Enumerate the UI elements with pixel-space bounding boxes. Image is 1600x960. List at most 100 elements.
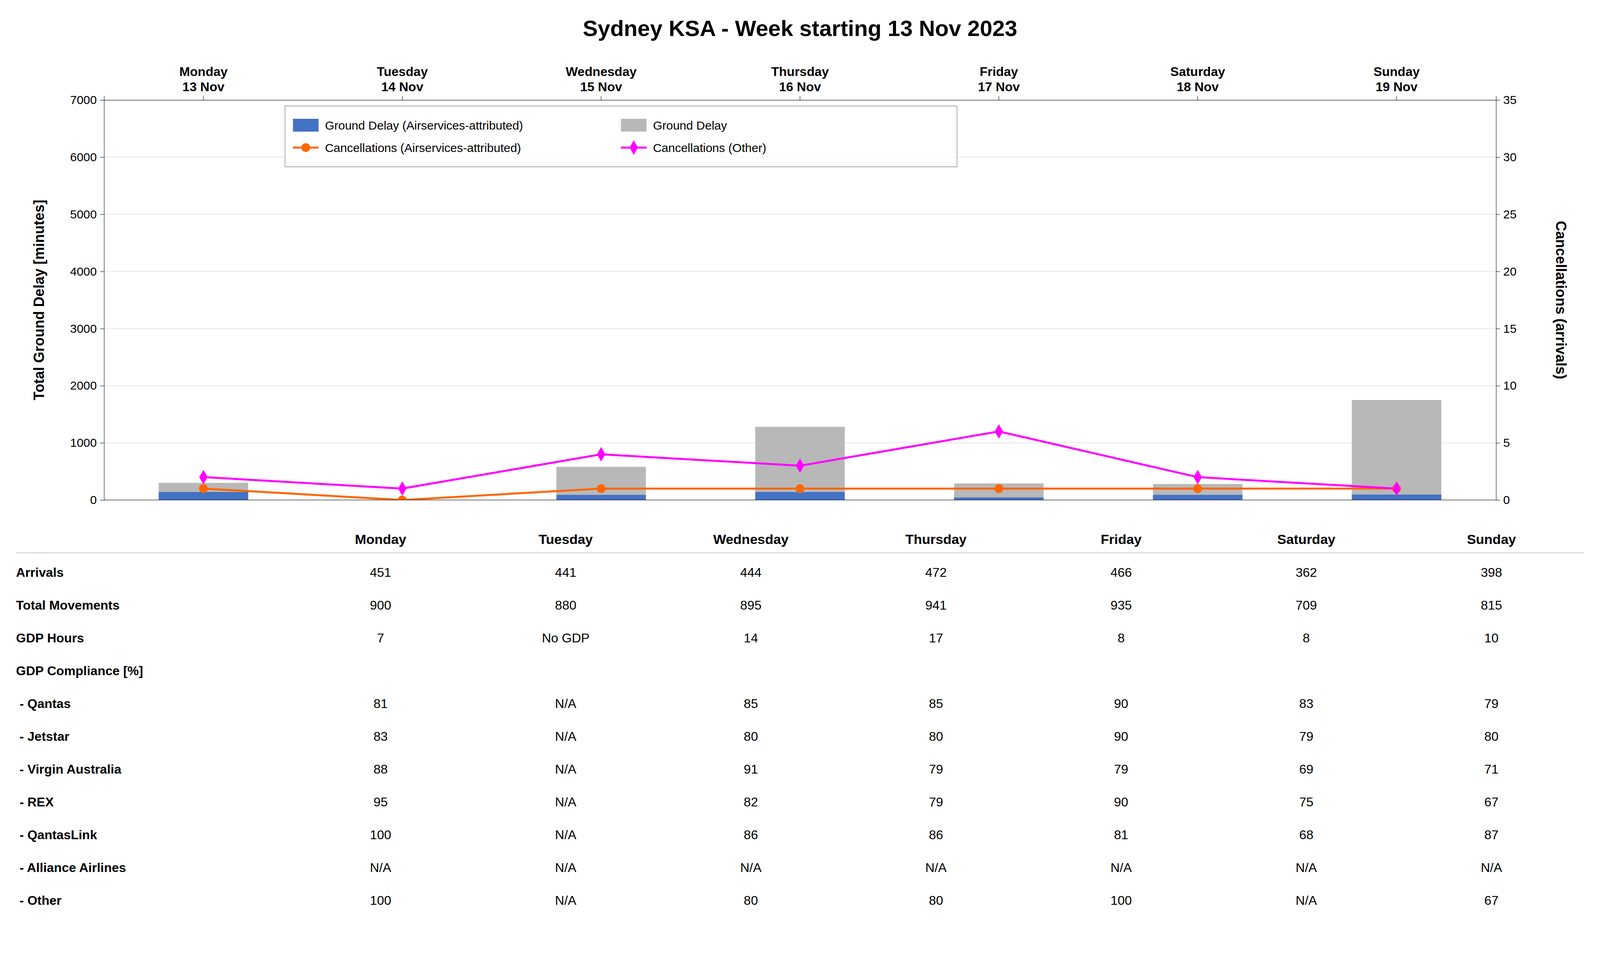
table-cell: GDP Hours (16, 630, 84, 646)
tick-label: Tuesday14 Nov (376, 64, 428, 94)
marker (1193, 470, 1202, 485)
table-cell: 90 (1114, 794, 1129, 810)
tick-mark (1496, 100, 1500, 101)
table-cell: 91 (743, 762, 758, 777)
grid (104, 100, 1496, 500)
tick-label: 25 (1503, 207, 1517, 221)
tick-mark (1496, 271, 1500, 272)
table-cell: 14 (743, 630, 758, 646)
tick-label: Monday13 Nov (179, 64, 228, 94)
grid-line (104, 385, 1496, 387)
table-cell: 10 (1484, 630, 1499, 646)
table-cell: 83 (373, 729, 388, 744)
tick: Saturday18 Nov (1170, 64, 1226, 100)
tick: 25 (1496, 207, 1517, 221)
tick: 3000 (70, 322, 104, 336)
plot-frame (104, 500, 1496, 501)
grid-line (104, 214, 1496, 215)
tick-mark (203, 96, 204, 100)
marker (795, 484, 805, 493)
tick-label: 4000 (70, 264, 97, 278)
tick-mark (100, 500, 104, 501)
bar (954, 483, 1044, 500)
tick-label: 15 (1503, 322, 1517, 336)
table-cell: N/A (370, 860, 392, 875)
table-cell: N/A (555, 794, 577, 810)
table-cell: N/A (555, 729, 577, 744)
table-cell: 80 (928, 729, 944, 744)
table-cell: No GDP (542, 630, 590, 646)
tick-mark (100, 442, 104, 444)
table-cell: 880 (555, 598, 577, 613)
tick-mark (1496, 214, 1500, 215)
table-cell: Arrivals (16, 565, 64, 580)
tick: 5 (1496, 436, 1510, 450)
tick: Monday13 Nov (179, 64, 228, 100)
table-cell: 100 (1110, 893, 1132, 908)
legend-item: Ground Delay (Airservices-attributed) (292, 118, 523, 132)
tick: Wednesday15 Nov (565, 64, 637, 100)
tick: 0 (90, 493, 104, 507)
tick: 4000 (70, 264, 104, 278)
table-cell: N/A (925, 860, 947, 875)
tick: Sunday19 Nov (1373, 64, 1420, 100)
axis-line (1496, 100, 1501, 501)
title: Sydney KSA - Week starting 13 Nov 2023 (582, 15, 1018, 41)
table-cell: 815 (1480, 598, 1502, 613)
tick: 10 (1496, 378, 1517, 392)
marker (398, 495, 407, 500)
table-cell: 85 (743, 696, 758, 711)
tick-label: Thursday16 Nov (771, 64, 829, 94)
bar (1152, 494, 1243, 500)
table-cell: 68 (1299, 827, 1314, 842)
table-cell: 86 (928, 827, 944, 842)
table-cell: GDP Compliance [%] (16, 663, 144, 678)
tick-label: 5000 (70, 207, 97, 221)
legend-item: Cancellations (Airservices-attributed) (292, 141, 521, 155)
tick: 0 (1496, 493, 1510, 507)
bar (158, 482, 249, 500)
table-cell: - REX (16, 794, 54, 810)
tick-mark (1496, 385, 1500, 386)
table-cell: N/A (1295, 860, 1318, 875)
legend-marker (629, 140, 638, 155)
table-cell: 88 (373, 762, 388, 777)
table-rule (16, 552, 1584, 554)
table-cell: 81 (373, 696, 388, 711)
plot-area (158, 400, 1442, 500)
table-cell: 451 (370, 565, 392, 580)
table-cell: - Other (16, 893, 62, 908)
legend-label: Cancellations (Other) (652, 141, 766, 155)
line-series (199, 424, 1401, 496)
bar (1152, 484, 1243, 500)
tick-mark (100, 157, 104, 158)
tick-mark (100, 385, 104, 386)
table-cell: 81 (1114, 827, 1129, 842)
table-cell: 362 (1295, 565, 1317, 580)
table-cell: 398 (1480, 565, 1502, 580)
marker (1193, 484, 1202, 493)
tick-label: Sunday19 Nov (1373, 64, 1420, 94)
marker (994, 424, 1004, 439)
tick-mark (100, 328, 104, 329)
table-cell: 79 (1299, 729, 1314, 744)
table-cell: 80 (1484, 729, 1499, 744)
table-cell: 441 (555, 565, 577, 580)
table-cell: 17 (928, 630, 944, 646)
table-cell: N/A (555, 696, 577, 711)
tick: 20 (1496, 264, 1517, 278)
table-cell: 7 (377, 630, 385, 646)
marker (1392, 481, 1401, 496)
tick-mark (800, 96, 801, 100)
axis: Monday13 Nov Tuesday14 Nov Wednesday15 Nov… (104, 64, 1497, 101)
tick: Thursday16 Nov (771, 64, 829, 100)
legend-marker (301, 143, 310, 152)
table-cell: - QantasLink (16, 827, 98, 842)
table-cell: N/A (740, 860, 762, 875)
tick-label: 10 (1503, 378, 1517, 392)
bar-series (158, 492, 1442, 500)
tick-mark (100, 214, 104, 215)
marker (199, 484, 208, 493)
chart: 0100020003000400050006000700005101520253… (0, 0, 1600, 960)
table-cell: 67 (1484, 794, 1499, 810)
